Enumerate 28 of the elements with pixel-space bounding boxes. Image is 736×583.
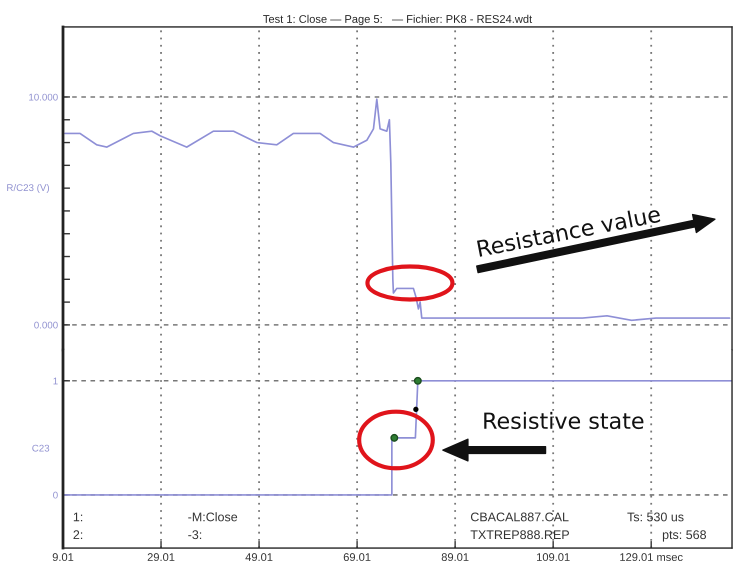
annotation: -M:Close <box>188 512 238 522</box>
y-tick-label: 0.000 <box>34 322 58 329</box>
y-axis-title: C23 <box>32 444 50 452</box>
x-tick-label: 49.01 <box>245 553 272 562</box>
annotation: Resistance value <box>476 204 661 258</box>
x-tick-label: 29.01 <box>148 553 174 562</box>
y-tick-label: 10.000 <box>29 94 58 101</box>
x-tick-label: 9.01 <box>52 553 74 562</box>
annotation: Resistive state <box>484 412 644 430</box>
y-axis-title: R/C23 (V) <box>7 184 50 194</box>
point <box>414 376 422 385</box>
x-tick-label: 129.01 msec <box>620 553 683 562</box>
annotation: TXTREP888.REP <box>470 530 569 540</box>
x-tick-label: 89.01 <box>442 553 468 562</box>
y-tick-label: 0 <box>53 492 58 499</box>
annotation: CBACAL887.CAL <box>470 512 569 522</box>
point <box>390 434 398 442</box>
y-tick-label: 1 <box>53 378 58 384</box>
x-tick-label: 69.01 <box>344 553 370 562</box>
x-tick-label: 109.01 <box>537 553 570 562</box>
line-series <box>64 98 730 322</box>
annotation: Ts: 530 us <box>627 512 684 522</box>
point <box>413 406 419 412</box>
annotation: -3: <box>188 530 202 540</box>
chart-title: Test 1: Close — Page 5: — Fichier: PK8 - RES24.wdt <box>263 14 532 26</box>
annotation: pts: 568 <box>662 530 706 542</box>
annotation: 2: <box>73 530 82 540</box>
annotation: 1: <box>74 512 82 522</box>
